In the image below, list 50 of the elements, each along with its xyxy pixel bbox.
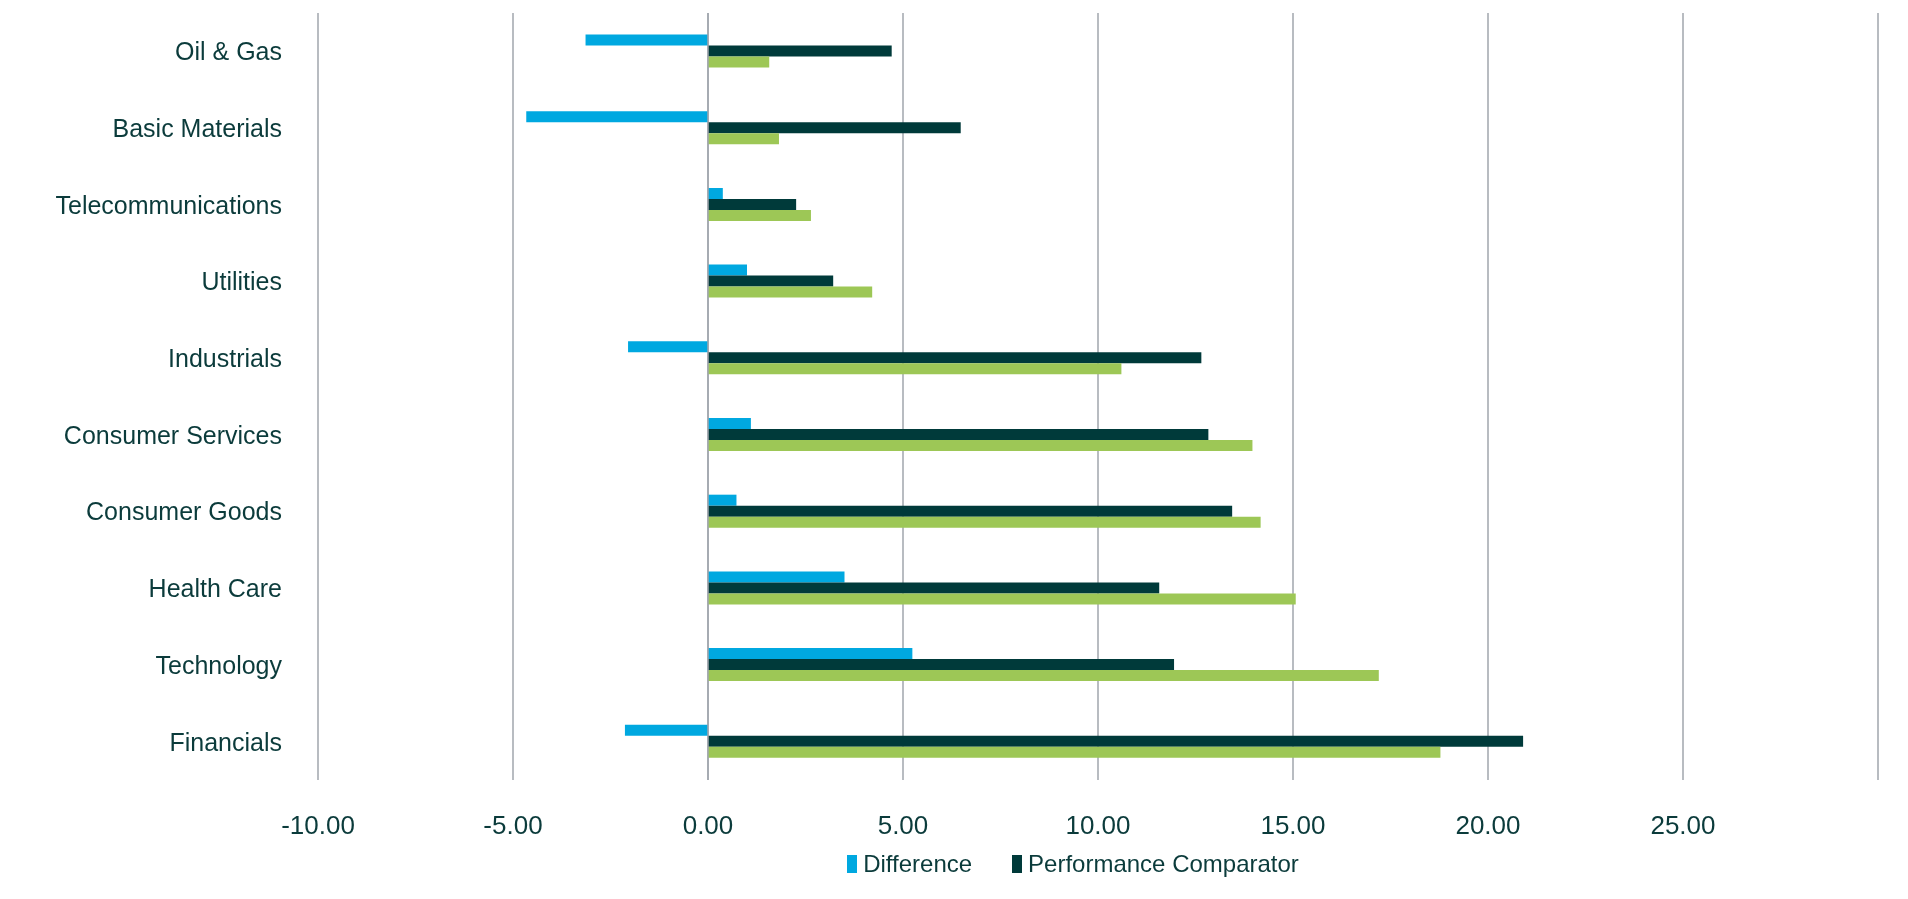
bar xyxy=(708,494,737,506)
bar xyxy=(708,198,797,210)
y-tick-label: Financials xyxy=(169,727,282,756)
y-tick-label: Health Care xyxy=(148,574,282,603)
bar xyxy=(708,133,779,145)
bar xyxy=(708,735,1524,747)
x-tick-label: 25.00 xyxy=(1650,810,1716,841)
bar xyxy=(708,122,961,134)
bar xyxy=(585,34,708,46)
bar xyxy=(708,428,1209,440)
y-tick-label: Telecommunications xyxy=(55,190,282,219)
bar xyxy=(708,275,834,287)
bar xyxy=(708,571,845,583)
bar xyxy=(708,209,811,221)
x-tick-label: -5.00 xyxy=(483,810,543,841)
y-tick-label: Industrials xyxy=(168,344,282,373)
bar xyxy=(708,363,1122,375)
x-tick-label: 10.00 xyxy=(1065,810,1131,841)
x-tick-label: -10.00 xyxy=(281,810,355,841)
y-tick-label: Consumer Services xyxy=(63,420,282,449)
legend-label: Performance Comparator xyxy=(1027,850,1299,878)
bar xyxy=(708,352,1202,364)
bar xyxy=(708,439,1253,451)
bar xyxy=(708,45,892,57)
y-tick-label: Consumer Goods xyxy=(86,497,282,526)
y-tick-label: Oil & Gas xyxy=(175,37,282,66)
bar xyxy=(708,286,873,298)
bar xyxy=(708,746,1441,758)
bar xyxy=(708,264,747,276)
bar xyxy=(708,670,1379,682)
legend-label: Difference xyxy=(862,850,973,878)
bar xyxy=(708,516,1261,528)
bar xyxy=(708,187,723,199)
bar xyxy=(708,593,1296,605)
x-tick-label: 15.00 xyxy=(1260,810,1326,841)
bar xyxy=(628,341,708,353)
bar xyxy=(708,505,1233,517)
x-tick-label: 0.00 xyxy=(682,810,734,841)
y-tick-label: Technology xyxy=(155,650,283,679)
y-tick-label: Basic Materials xyxy=(112,113,282,142)
bar xyxy=(526,111,708,123)
bar xyxy=(624,724,708,736)
bar xyxy=(708,648,913,660)
x-tick-label: 20.00 xyxy=(1455,810,1521,841)
bar xyxy=(708,659,1175,671)
x-tick-label: 5.00 xyxy=(877,810,929,841)
y-tick-label: Utilities xyxy=(201,267,282,296)
bar xyxy=(708,56,770,68)
bar xyxy=(708,417,751,429)
bar xyxy=(708,582,1160,594)
